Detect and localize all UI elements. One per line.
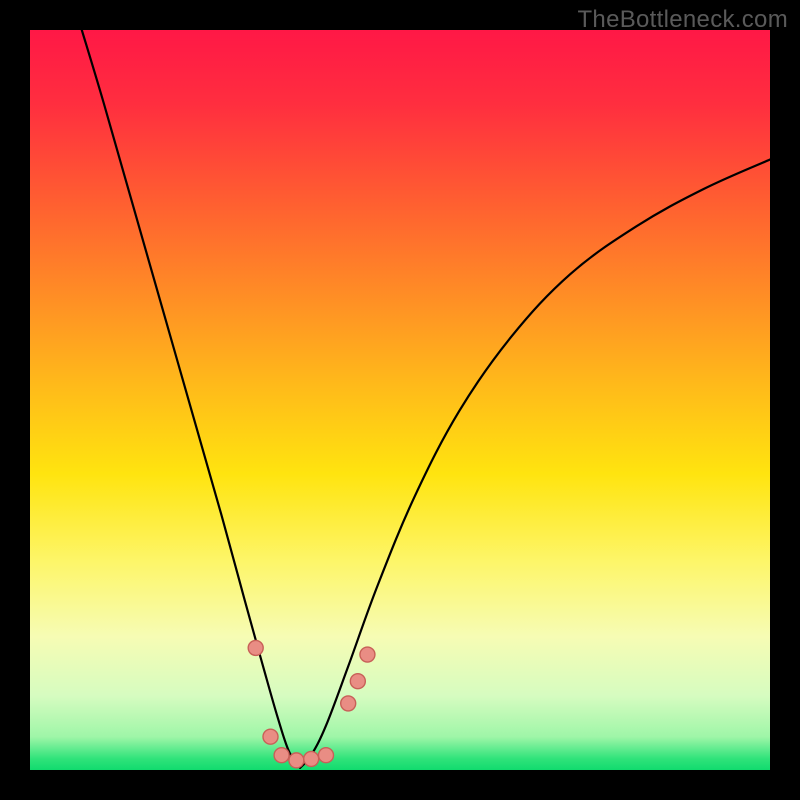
chart-svg <box>0 0 800 800</box>
data-marker <box>350 674 365 689</box>
data-marker <box>319 748 334 763</box>
data-marker <box>304 751 319 766</box>
data-marker <box>248 640 263 655</box>
data-marker <box>289 753 304 768</box>
data-marker <box>341 696 356 711</box>
watermark-text: TheBottleneck.com <box>577 6 788 34</box>
data-marker <box>274 748 289 763</box>
plot-background <box>30 30 770 770</box>
data-marker <box>263 729 278 744</box>
data-marker <box>360 647 375 662</box>
chart-container: TheBottleneck.com <box>0 0 800 800</box>
